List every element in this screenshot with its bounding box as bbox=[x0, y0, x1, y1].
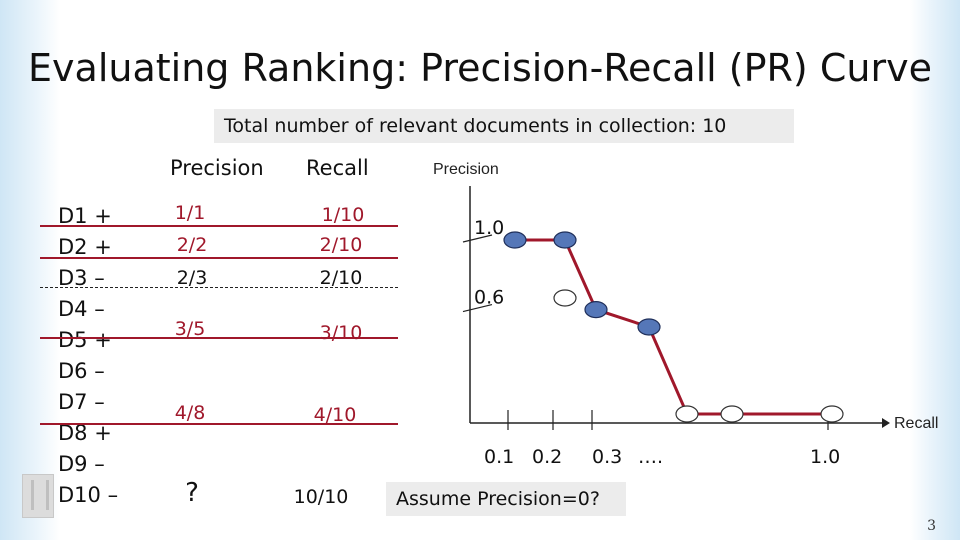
y-tick bbox=[462, 304, 493, 313]
assume-precision-note: Assume Precision=0? bbox=[386, 482, 626, 516]
y-tick-label: 1.0 bbox=[474, 217, 504, 239]
university-logo bbox=[22, 474, 54, 518]
pr-filled-point bbox=[584, 301, 608, 319]
pr-filled-point bbox=[553, 231, 577, 249]
precision-unknown-value: ? bbox=[185, 478, 199, 508]
pr-filled-point bbox=[637, 318, 661, 336]
recall-column-header: Recall bbox=[306, 156, 369, 180]
recall-value: 2/10 bbox=[319, 267, 363, 289]
doc-d2: D2 + bbox=[58, 235, 112, 259]
precision-column-header: Precision bbox=[170, 156, 264, 180]
relevant-row-line bbox=[40, 225, 398, 227]
precision-value: 1/1 bbox=[174, 202, 206, 224]
background-right-decoration bbox=[910, 0, 960, 540]
pr-filled-point bbox=[503, 231, 527, 249]
x-axis-label: Recall bbox=[894, 415, 938, 432]
page-number: 3 bbox=[927, 518, 936, 534]
doc-d4: D4 – bbox=[58, 297, 105, 321]
pr-open-point bbox=[720, 405, 744, 423]
doc-d10: D10 – bbox=[58, 483, 119, 507]
recall-value: 2/10 bbox=[319, 234, 363, 256]
x-tick-label: 1.0 bbox=[810, 446, 840, 468]
pr-open-point bbox=[820, 405, 844, 423]
recall-value: 10/10 bbox=[293, 486, 349, 508]
doc-d9: D9 – bbox=[58, 452, 105, 476]
relevant-row-line bbox=[40, 337, 398, 339]
pr-open-point bbox=[675, 405, 699, 423]
slide-title: Evaluating Ranking: Precision-Recall (PR… bbox=[28, 46, 932, 90]
pr-curve-line bbox=[515, 238, 832, 416]
doc-d6: D6 – bbox=[58, 359, 105, 383]
y-tick bbox=[462, 234, 493, 243]
x-tick-label: …. bbox=[638, 446, 663, 468]
background-left-decoration bbox=[0, 0, 60, 540]
x-tick-label: 0.3 bbox=[592, 446, 622, 468]
precision-value: 2/2 bbox=[176, 234, 208, 256]
x-axis-arrow bbox=[882, 418, 890, 428]
relevant-row-line bbox=[40, 257, 398, 259]
doc-d3: D3 – bbox=[58, 266, 105, 290]
non-relevant-row-line bbox=[40, 287, 398, 288]
relevant-row-line bbox=[40, 423, 398, 425]
x-tick-label: 0.2 bbox=[532, 446, 562, 468]
doc-d5: D5 + bbox=[58, 328, 112, 352]
y-tick-label: 0.6 bbox=[474, 287, 504, 309]
doc-d7: D7 – bbox=[58, 390, 105, 414]
pr-open-point bbox=[553, 289, 577, 307]
recall-value: 4/10 bbox=[313, 404, 357, 426]
precision-value: 2/3 bbox=[176, 267, 208, 289]
y-axis-label: Precision bbox=[433, 161, 499, 178]
total-relevant-note: Total number of relevant documents in co… bbox=[214, 109, 794, 143]
precision-value: 3/5 bbox=[174, 318, 206, 340]
doc-d1: D1 + bbox=[58, 204, 112, 228]
precision-value: 4/8 bbox=[174, 402, 206, 424]
doc-d8: D8 + bbox=[58, 421, 112, 445]
x-tick-label: 0.1 bbox=[484, 446, 514, 468]
recall-value: 1/10 bbox=[321, 204, 365, 226]
